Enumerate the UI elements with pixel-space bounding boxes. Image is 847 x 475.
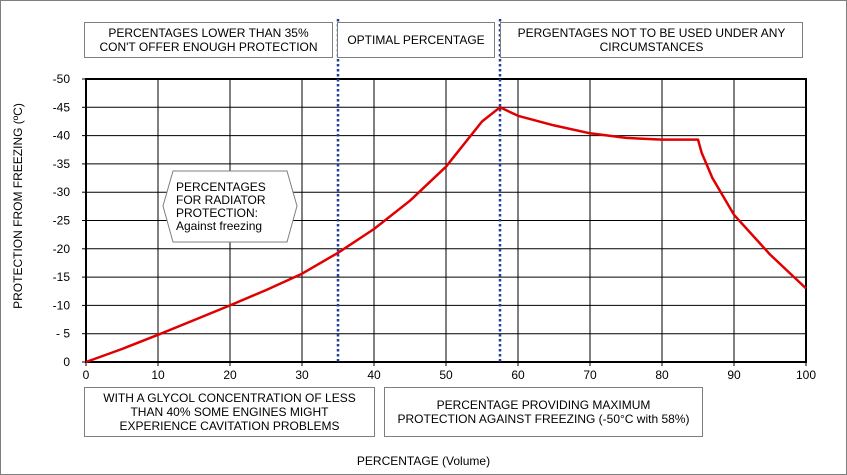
y-tick-label: -10 bbox=[53, 298, 71, 312]
x-tick-label: 80 bbox=[655, 368, 669, 382]
x-tick-label: 0 bbox=[83, 368, 90, 382]
x-tick-label: 70 bbox=[583, 368, 597, 382]
note-maximum-line1: PERCENTAGE PROVIDING MAXIMUM bbox=[436, 398, 651, 412]
hexagon-note-shape bbox=[162, 170, 298, 243]
y-tick-label: 0 bbox=[63, 355, 70, 369]
x-tick-label: 60 bbox=[511, 368, 525, 382]
x-tick-label: 40 bbox=[367, 368, 381, 382]
note-maximum-protection: PERCENTAGE PROVIDING MAXIMUM PROTECTION … bbox=[384, 387, 703, 437]
note-maximum-line2: PROTECTION AGAINST FREEZING (-50°C with … bbox=[397, 412, 690, 426]
note-optimal-percentage: OPTIMAL PERCENTAGE bbox=[337, 22, 495, 58]
y-axis-title: PROTECTION FROM FREEZING (ºC) bbox=[11, 103, 25, 309]
y-tick-label: -35 bbox=[53, 157, 71, 171]
hex-line4: Against freezing bbox=[176, 219, 263, 233]
y-tick-label: -50 bbox=[53, 72, 71, 86]
note-cavitation-line3: EXPERIENCE CAVITATION PROBLEMS bbox=[119, 419, 340, 433]
y-tick-label: -45 bbox=[53, 100, 71, 114]
note-cavitation-line2: THAN 40% SOME ENGINES MIGHT bbox=[130, 405, 329, 419]
y-tick-label: -15 bbox=[53, 270, 71, 284]
note-optimal-line1: OPTIMAL PERCENTAGE bbox=[347, 33, 485, 47]
x-tick-label: 90 bbox=[727, 368, 741, 382]
note-cavitation-line1: WITH A GLYCOL CONCENTRATION OF LESS bbox=[103, 391, 356, 405]
x-axis-title: PERCENTAGE (Volume) bbox=[356, 454, 491, 468]
y-tick-label: -30 bbox=[53, 185, 71, 199]
hex-line3: PROTECTION: bbox=[176, 206, 259, 220]
note-low-percentage: PERCENTAGES LOWER THAN 35% CON'T OFFER E… bbox=[84, 22, 333, 58]
y-tick-label: - 5 bbox=[56, 327, 70, 341]
y-tick-label: -25 bbox=[53, 214, 71, 228]
note-cavitation: WITH A GLYCOL CONCENTRATION OF LESS THAN… bbox=[84, 387, 375, 437]
hex-line2: FOR RADIATOR bbox=[176, 193, 266, 207]
note-low-line2: CON'T OFFER ENOUGH PROTECTION bbox=[99, 40, 318, 54]
note-low-line1: PERCENTAGES LOWER THAN 35% bbox=[108, 26, 309, 40]
x-tick-label: 20 bbox=[223, 368, 237, 382]
y-axis-title-wrap: PROTECTION FROM FREEZING (ºC) bbox=[3, 61, 33, 351]
series-line bbox=[85, 106, 807, 364]
x-tick-label: 100 bbox=[796, 368, 816, 382]
note-never-use: PERGENTAGES NOT TO BE USED UNDER ANY CIR… bbox=[500, 22, 803, 58]
x-tick-label: 50 bbox=[439, 368, 453, 382]
note-never-line2: CIRCUMSTANCES bbox=[599, 40, 704, 54]
x-tick-label: 30 bbox=[295, 368, 309, 382]
y-tick-label: -40 bbox=[53, 129, 71, 143]
note-never-line1: PERGENTAGES NOT TO BE USED UNDER ANY bbox=[517, 26, 786, 40]
x-tick-label: 10 bbox=[151, 368, 165, 382]
hexagon-note: PERCENTAGES FOR RADIATOR PROTECTION: Aga… bbox=[176, 181, 286, 233]
y-tick-label: -20 bbox=[53, 242, 71, 256]
hex-line1: PERCENTAGES bbox=[176, 180, 266, 194]
